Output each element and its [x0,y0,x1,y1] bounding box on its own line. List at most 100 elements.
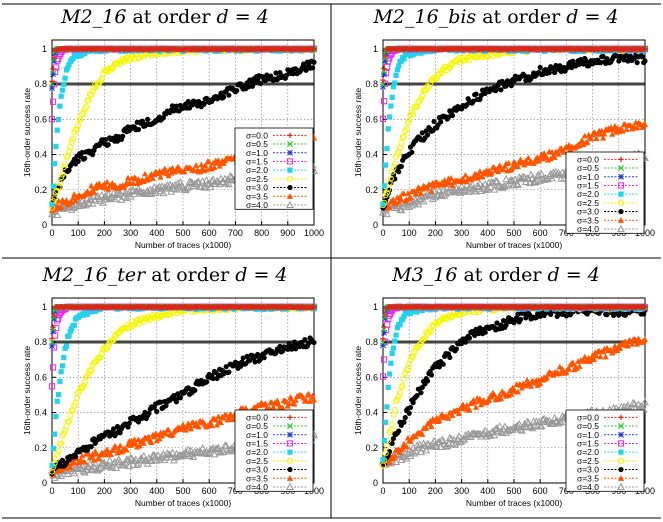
data-point [203,166,210,173]
data-point [303,67,309,73]
data-point [618,191,624,197]
data-point [245,84,252,90]
data-point [49,98,57,105]
legend-label: σ=4.0 [246,200,268,210]
data-point [54,127,60,133]
data-point [182,184,191,192]
data-point [173,103,180,109]
data-point [50,183,56,189]
data-point [105,456,114,464]
data-point [124,174,132,181]
data-point [49,85,55,92]
data-point [117,442,124,449]
data-point [438,119,444,125]
data-point [385,126,391,132]
data-point [384,145,390,152]
data-point [401,56,407,62]
data-point [85,97,92,104]
data-point [311,59,317,65]
data-point [389,94,395,100]
data-point [392,80,398,86]
data-point [52,161,58,167]
x-tick-label: 200 [428,228,443,238]
chart-title: M2_16_bis at order d = 4 [372,6,618,28]
data-point [431,118,437,125]
chart-title-model: M2_16_bis [372,6,476,28]
y-tick-label: 0.6 [34,372,47,382]
data-point [52,206,60,212]
data-point [537,64,543,71]
x-tick-label: 0 [49,486,54,496]
data-point [169,164,176,171]
data-point [54,187,61,195]
data-point [218,90,224,96]
data-point [73,395,80,402]
data-point [82,103,90,111]
data-point [56,180,63,187]
data-point [59,87,66,93]
data-point [380,98,388,105]
y-tick-label: 0.8 [365,79,378,89]
data-point [186,177,195,186]
data-point [310,65,316,71]
data-point [473,91,479,97]
data-point [287,167,293,173]
data-point [209,175,218,183]
data-point [160,115,166,121]
y-tick-label: 0.4 [34,150,47,160]
x-tick-label: 200 [97,228,112,238]
data-point [135,126,142,132]
data-point [88,182,95,189]
data-point [302,337,308,343]
y-axis-label: 16th-order success rate [22,88,32,178]
data-point [424,132,431,138]
y-tick-label: 0.8 [34,79,47,89]
x-tick-label: 700 [228,228,243,238]
x-tick-label: 100 [402,228,417,238]
chart-panel-3: M2_16_ter at order d = 40 100 200 300 400 500… [22,264,324,508]
chart-title: M2_16_ter at order d = 4 [41,264,287,286]
data-point [79,149,85,156]
chart-title-suffix: at order [126,6,216,28]
data-point [63,197,70,203]
chart-title-order: d = 4 [566,6,618,28]
data-point [202,162,209,168]
data-point [109,65,116,72]
y-tick-label: 0 [42,478,47,488]
data-point [103,137,109,143]
data-point [409,149,415,155]
data-point [88,444,94,450]
chart-panel-2: M2_16_bis at order d = 40 100 200 300 400 500… [353,6,655,250]
data-point [171,180,180,188]
data-point [92,185,99,191]
y-tick-label: 0.6 [365,114,378,124]
data-point [184,182,193,191]
data-point [151,188,160,196]
x-tick-label: 0 [49,228,54,238]
data-point [74,53,80,60]
data-point [215,157,222,163]
y-tick-label: 0 [42,220,47,230]
data-point [381,183,387,189]
data-point [61,81,67,87]
data-point [89,88,96,95]
y-tick-label: 0.8 [34,337,47,347]
data-point [283,72,290,78]
data-point [57,103,63,109]
data-point [201,101,207,107]
data-point [58,204,65,211]
legend: σ=0.0σ=0.5σ=1.0σ=1.5σ=2.0σ=2.5σ=3.0σ=3.5… [565,151,645,234]
x-tick-label: 300 [454,228,469,238]
data-point [73,125,80,133]
data-point [639,54,645,60]
x-tick-label: 1000 [304,228,324,238]
data-point [88,199,97,207]
data-point [86,190,94,197]
x-tick-label: 500 [506,228,521,238]
data-point [105,142,111,148]
data-point [192,387,198,393]
data-point [181,168,188,175]
data-point [157,173,164,180]
data-point [206,158,213,165]
data-point [88,92,95,99]
